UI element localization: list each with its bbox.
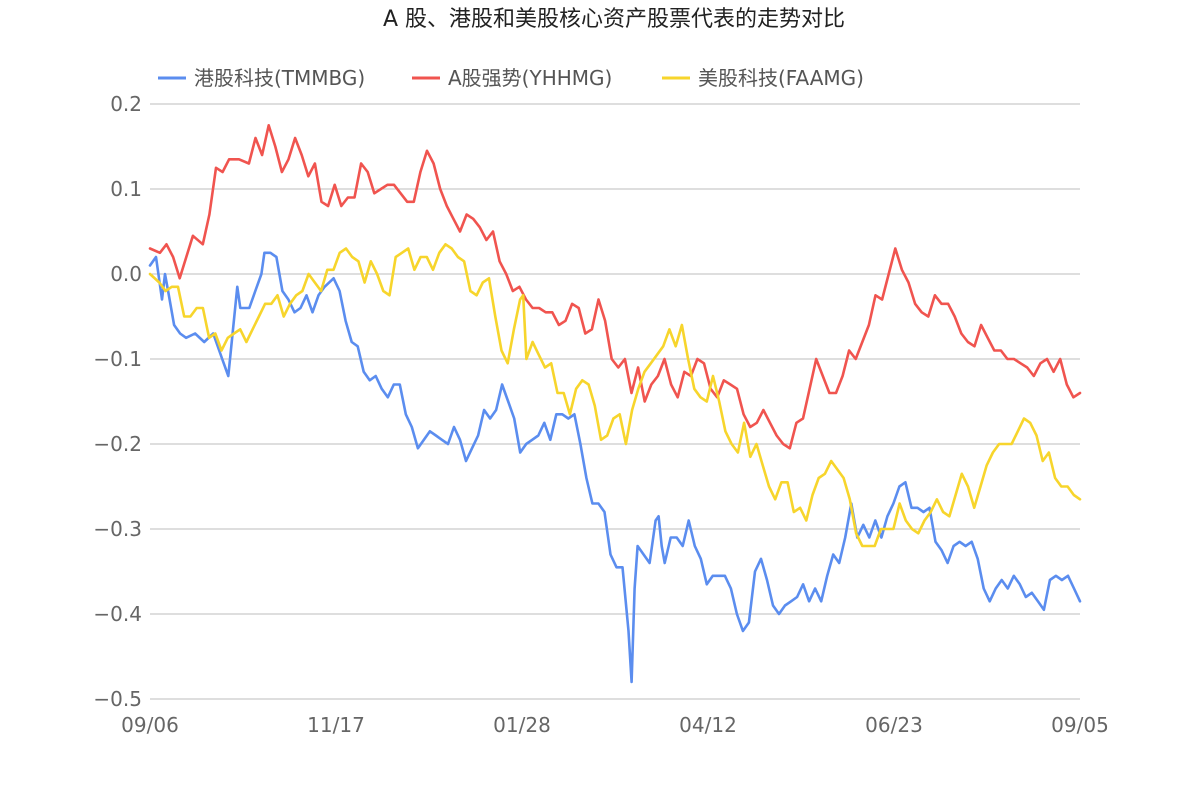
y-tick-label: 0.1 [110,177,142,201]
y-tick-label: −0.1 [93,347,142,371]
y-tick-label: 0.0 [110,262,142,286]
series-line-1 [148,124,1082,450]
x-tick-label: 01/28 [493,713,551,737]
x-axis: 09/06 11/17 01/28 04/12 06/23 09/05 [121,713,1109,737]
gridlines [150,103,1080,700]
legend: 港股科技(TMMBG) A股强势(YHHMG) 美股科技(FAAMG) [158,66,864,90]
y-tick-label: −0.2 [93,432,142,456]
legend-label: A股强势(YHHMG) [448,66,612,90]
x-tick-label: 06/23 [865,713,923,737]
series-line-0 [148,251,1082,684]
series-layer [148,124,1082,684]
legend-label: 港股科技(TMMBG) [194,66,365,90]
x-tick-label: 11/17 [307,713,365,737]
y-tick-label: −0.4 [93,602,142,626]
y-axis: 0.2 0.1 0.0 −0.1 −0.2 −0.3 −0.4 −0.5 [93,92,142,711]
x-tick-label: 09/05 [1051,713,1109,737]
y-tick-label: −0.3 [93,517,142,541]
legend-item: 美股科技(FAAMG) [662,66,864,90]
chart-title: A 股、港股和美股核心资产股票代表的走势对比 [383,7,845,32]
legend-item: 港股科技(TMMBG) [158,66,365,90]
series-line-2 [148,243,1082,548]
x-tick-label: 09/06 [121,713,179,737]
legend-label: 美股科技(FAAMG) [698,66,864,90]
y-tick-label: −0.5 [93,687,142,711]
legend-item: A股强势(YHHMG) [412,66,612,90]
x-tick-label: 04/12 [679,713,737,737]
y-tick-label: 0.2 [110,92,142,116]
